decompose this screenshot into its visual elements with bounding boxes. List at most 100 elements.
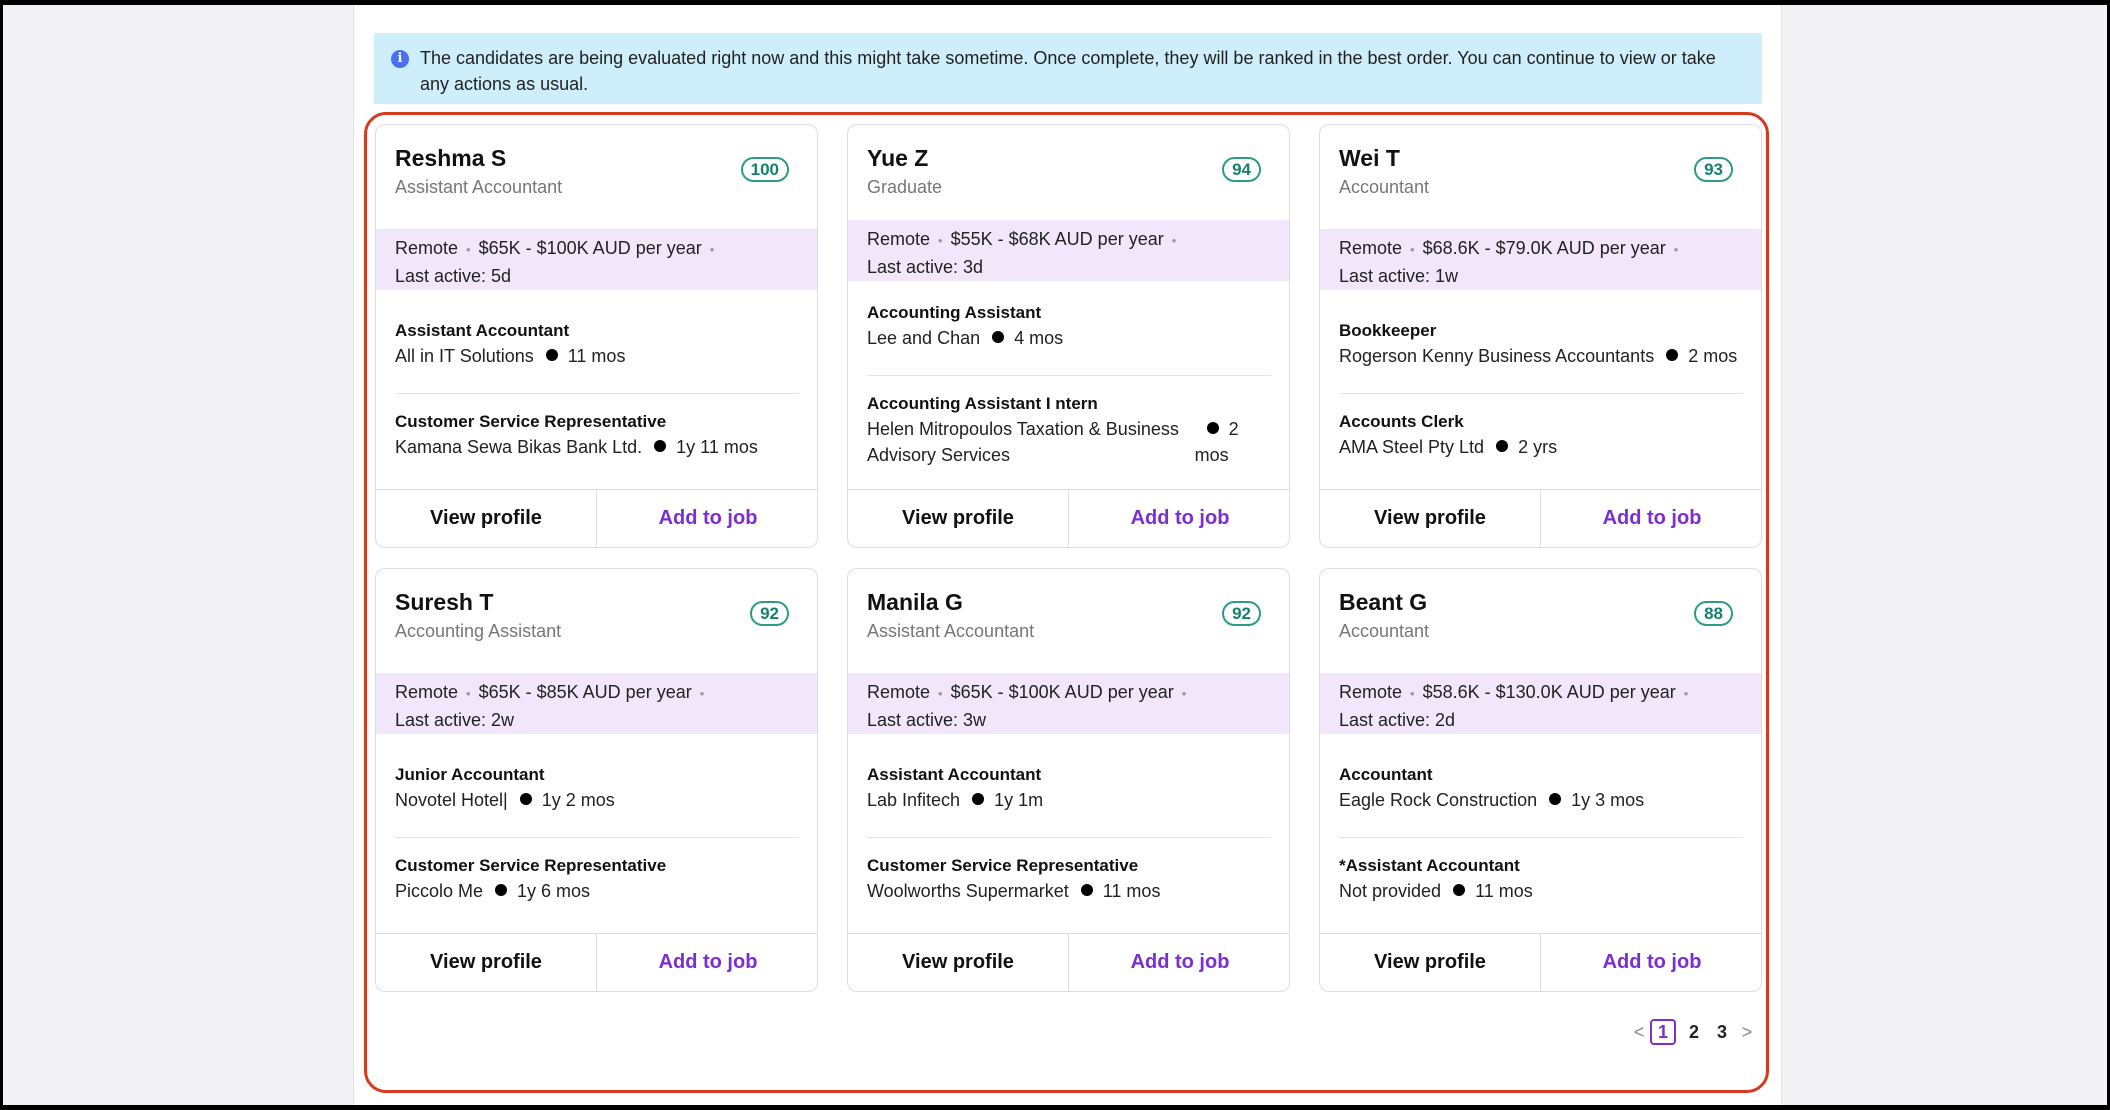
last-active: Last active: 1w [1339,266,1459,286]
job-entry: Accounting Assistant Lee and Chan 4 mos [867,301,1277,351]
add-to-job-button[interactable]: Add to job [658,507,758,529]
job-entry: Junior Accountant Novotel Hotel| 1y 2 mos [395,763,805,813]
info-icon: i [391,50,409,68]
candidate-name: Wei T [1339,145,1400,171]
match-score-badge: 92 [1222,601,1261,626]
match-score-badge: 93 [1694,157,1733,182]
page-1-button[interactable]: 1 [1650,1019,1676,1045]
job-title: Accountant [1339,765,1433,784]
job-company: Helen Mitropoulos Taxation & Business Ad… [867,419,1179,465]
job-entry: Assistant Accountant Lab Infitech 1y 1m [867,763,1277,813]
add-to-job-button[interactable]: Add to job [1130,951,1230,973]
job-title: Accounting Assistant [867,303,1042,322]
job-entry: Customer Service Representative Kamana S… [395,410,805,460]
add-to-job-button[interactable]: Add to job [1602,507,1702,529]
job-entry: Customer Service Representative Woolwort… [867,854,1277,904]
job-title: Accounting Assistant I ntern [867,394,1098,413]
job-duration: 1y 3 mos [1571,790,1645,810]
job-entry: Assistant Accountant All in IT Solutions… [395,319,805,369]
view-profile-button[interactable]: View profile [376,934,597,991]
banner-text: The candidates are being evaluated right… [420,48,1716,94]
frame-left [0,0,3,1110]
job-duration: 4 mos [1014,328,1064,348]
candidates-highlight-box [364,112,1769,1093]
job-company: Eagle Rock Construction [1339,790,1538,810]
candidate-card: Manila G Assistant Accountant 92 Remote •… [847,568,1290,992]
salary: $68.6K - $79.0K AUD per year [1422,238,1666,258]
add-to-job-button[interactable]: Add to job [658,951,758,973]
job-company: All in IT Solutions [395,346,534,366]
job-company: Kamana Sewa Bikas Bank Ltd. [395,437,643,457]
match-score-badge: 100 [740,157,789,182]
candidate-name: Reshma S [395,145,507,171]
candidate-card: Beant G Accountant 88 Remote • $58.6K - $1… [1319,568,1762,992]
card-actions: View profile Add to job [848,933,1289,991]
job-title: Bookkeeper [1339,321,1437,340]
candidates-page: i The candidates are being evaluated rig… [353,5,1782,1105]
candidate-meta: Remote • $65K - $100K AUD per year • Last a… [376,229,817,290]
add-to-job-button[interactable]: Add to job [1130,507,1230,529]
page-2-button[interactable]: 2 [1688,1021,1699,1042]
job-duration: 11 mos [567,346,626,366]
job-title: Customer Service Representative [867,856,1139,875]
job-duration: 1y 2 mos [541,790,615,810]
job-entry: Accounts Clerk AMA Steel Pty Ltd 2 yrs [1339,410,1749,460]
job-company: Not provided [1339,881,1442,901]
pagination: < 1 2 3 > [1628,1017,1758,1047]
job-duration: 2 mos [1688,346,1738,366]
card-actions: View profile Add to job [1320,489,1761,547]
candidate-card: Reshma S Assistant Accountant 100 Remote… [375,124,818,548]
job-title: Assistant Accountant [395,321,570,340]
job-entry: Accountant Eagle Rock Construction 1y 3 m… [1339,763,1749,813]
candidate-title: Accountant [1339,177,1430,197]
salary: $55K - $68K AUD per year [950,229,1164,249]
job-duration: 1y 11 mos [676,437,758,457]
candidate-meta: Remote • $55K - $68K AUD per year • Last ac… [848,220,1289,281]
job-company: AMA Steel Pty Ltd [1339,437,1485,457]
view-profile-button[interactable]: View profile [1320,934,1541,991]
prev-page-button[interactable]: < [1633,1021,1645,1042]
view-profile-button[interactable]: View profile [1320,490,1541,547]
candidate-title: Assistant Accountant [395,177,563,197]
location: Remote [395,238,459,258]
candidate-name: Manila G [867,589,963,615]
job-entry: Accounting Assistant I ntern Helen Mitro… [867,392,1277,468]
view-profile-button[interactable]: View profile [848,490,1069,547]
candidate-name: Beant G [1339,589,1428,615]
candidate-title: Accountant [1339,621,1430,641]
job-title: *Assistant Accountant [1339,856,1520,875]
job-duration: 1y 6 mos [517,881,591,901]
job-duration: 2 yrs [1518,437,1558,457]
job-title: Junior Accountant [395,765,545,784]
candidate-meta: Remote • $68.6K - $79.0K AUD per year • Las… [1320,229,1761,290]
job-title: Accounts Clerk [1339,412,1464,431]
candidate-meta: Remote • $65K - $85K AUD per year • Last ac… [376,673,817,734]
job-duration: 1y 1m [994,790,1044,810]
candidate-card: Suresh T Accounting Assistant 92 Remote •… [375,568,818,992]
evaluation-info-banner: i The candidates are being evaluated rig… [374,33,1762,104]
last-active: Last active: 2w [395,710,515,730]
location: Remote [1339,238,1403,258]
job-entry: Customer Service Representative Piccolo … [395,854,805,904]
job-company: Woolworths Supermarket [867,881,1069,901]
candidate-meta: Remote • $65K - $100K AUD per year • Last a… [848,673,1289,734]
job-title: Customer Service Representative [395,856,667,875]
frame-bottom [0,1105,2110,1110]
last-active: Last active: 3w [867,710,987,730]
match-score-badge: 94 [1222,157,1261,182]
next-page-button[interactable]: > [1741,1021,1753,1042]
page-3-button[interactable]: 3 [1716,1021,1727,1042]
view-profile-button[interactable]: View profile [848,934,1069,991]
location: Remote [867,682,931,702]
candidate-title: Assistant Accountant [867,621,1035,641]
job-company: Novotel Hotel| [395,790,508,810]
add-to-job-button[interactable]: Add to job [1602,951,1702,973]
card-actions: View profile Add to job [376,933,817,991]
candidate-meta: Remote • $58.6K - $130.0K AUD per year • La… [1320,673,1761,734]
candidate-title: Accounting Assistant [395,621,562,641]
location: Remote [395,682,459,702]
job-title: Customer Service Representative [395,412,667,431]
candidate-title: Graduate [867,177,943,197]
job-company: Lee and Chan [867,328,981,348]
view-profile-button[interactable]: View profile [376,490,597,547]
